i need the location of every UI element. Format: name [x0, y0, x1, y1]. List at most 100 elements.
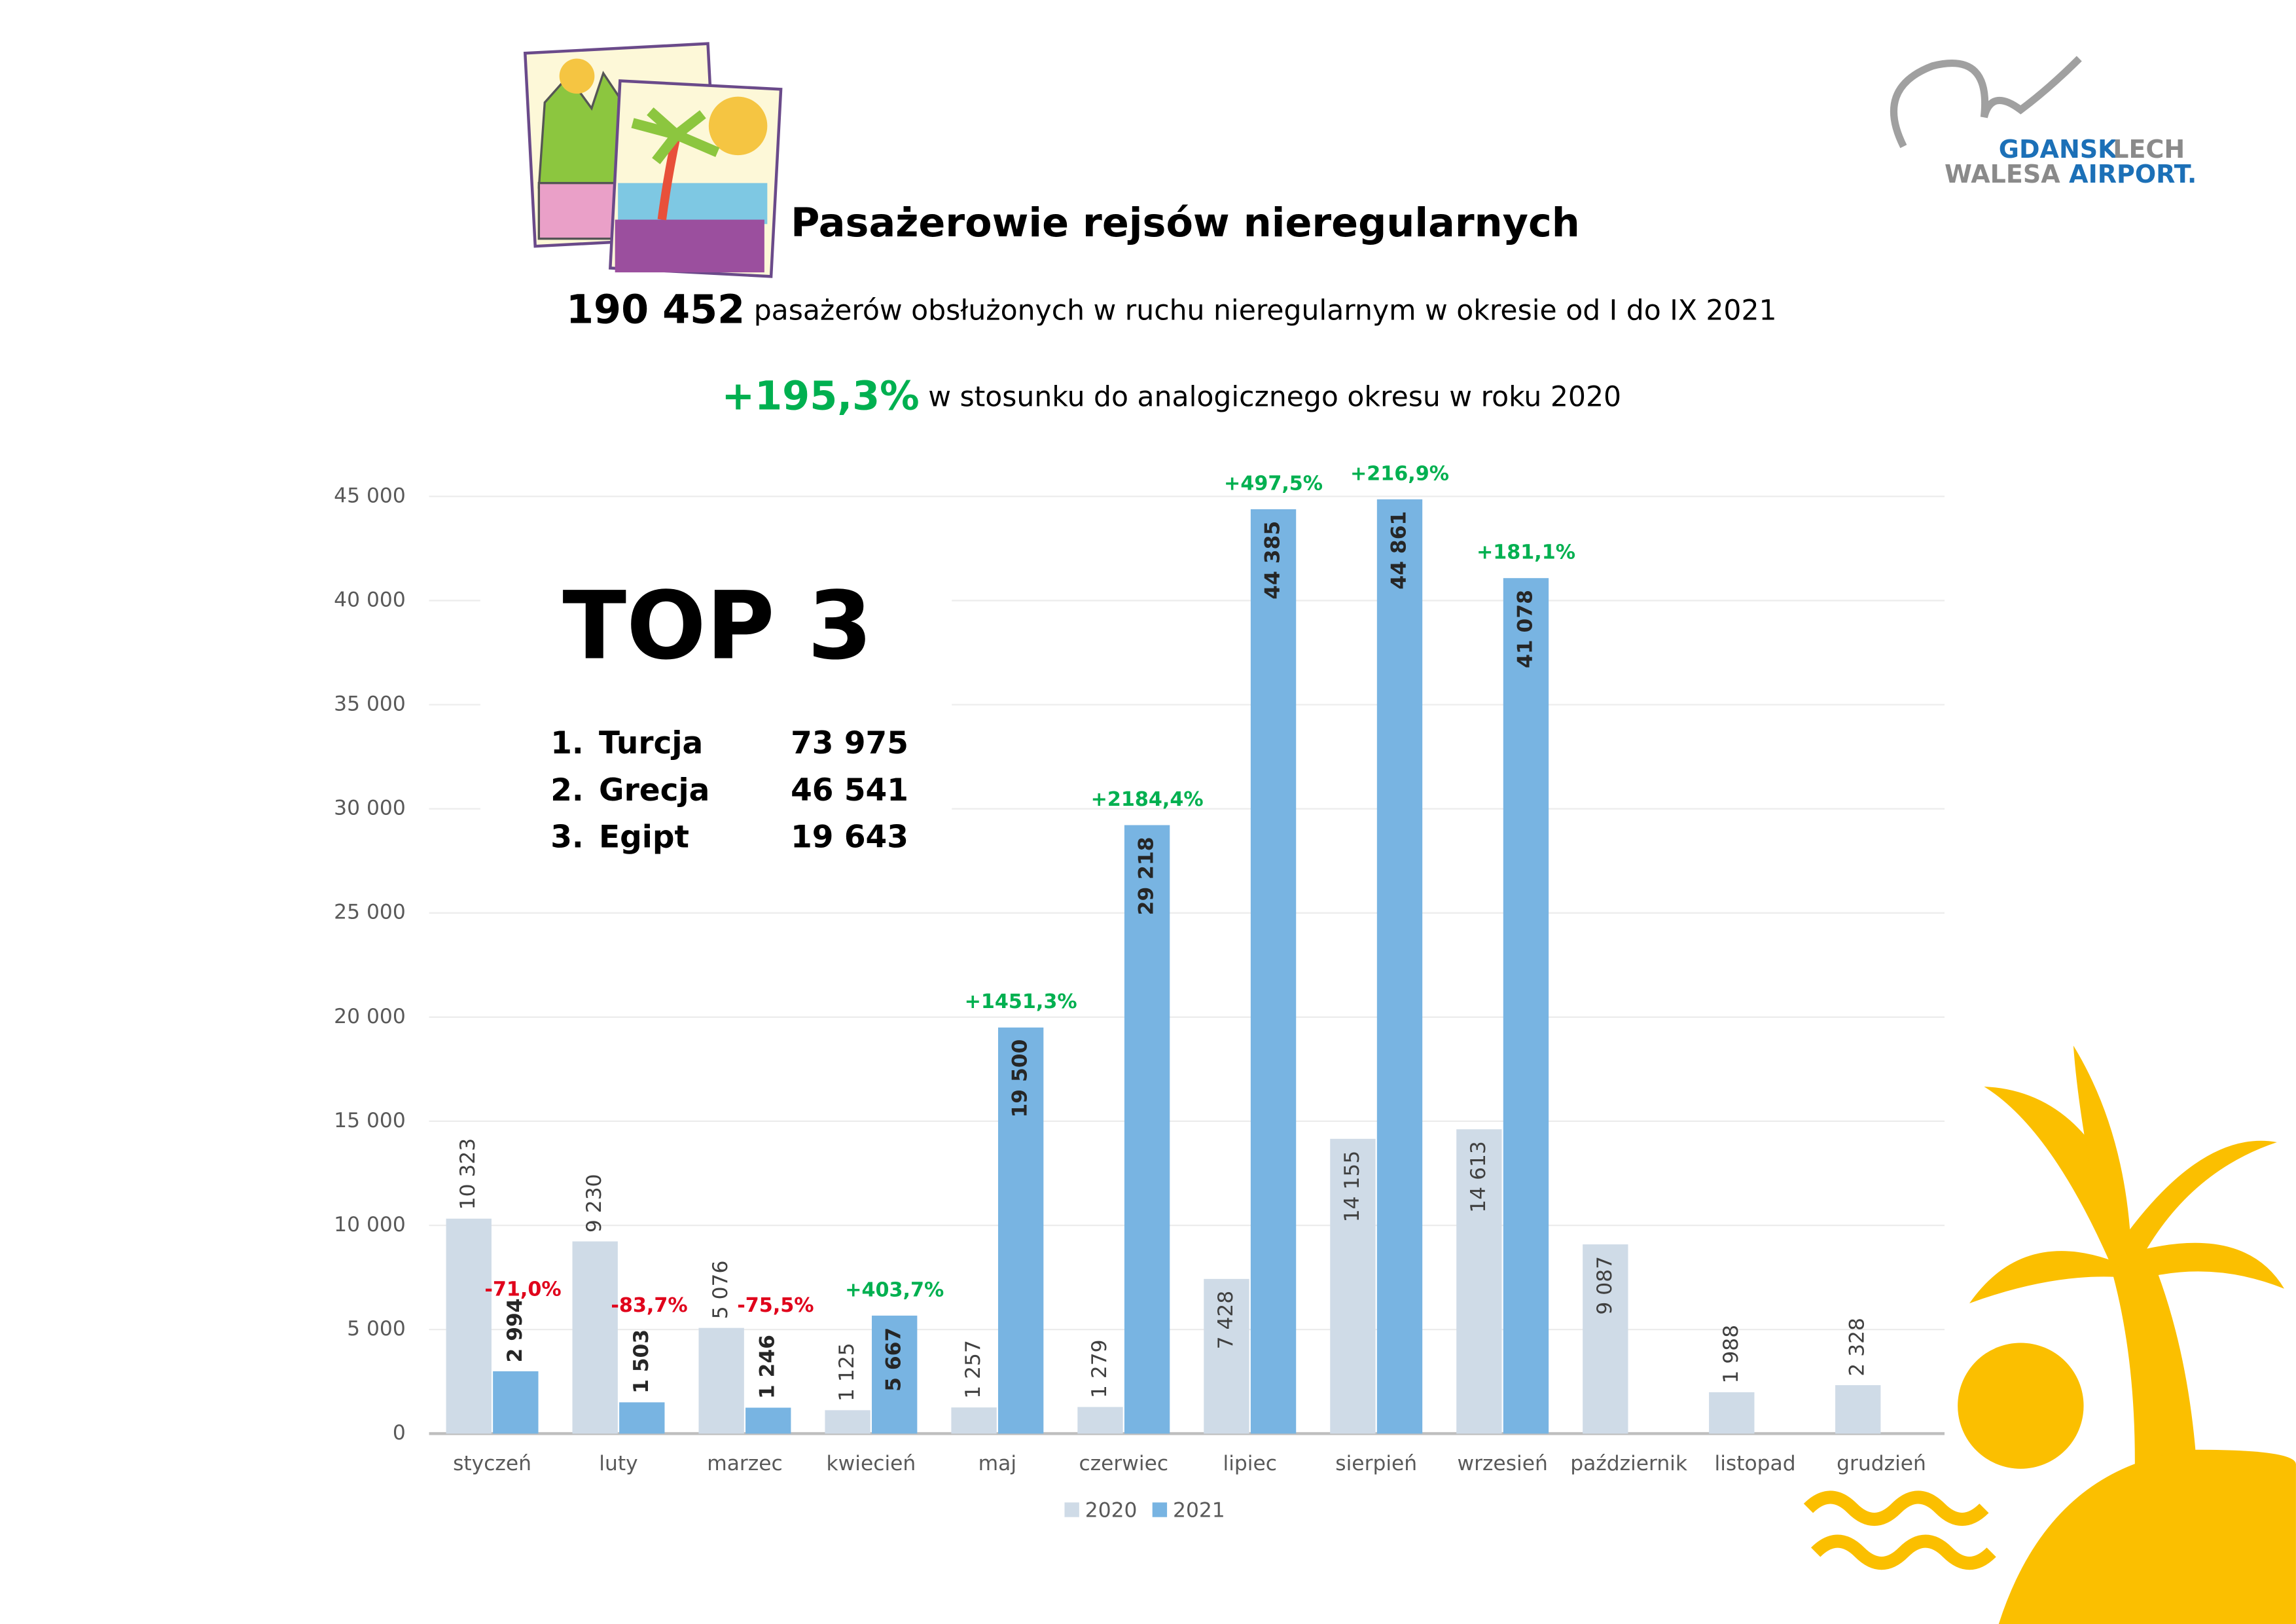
bar [872, 1315, 918, 1434]
value-label: 1 246 [756, 1335, 780, 1399]
value-label: 10 323 [456, 1138, 480, 1210]
x-tick-label: sierpień [1335, 1452, 1417, 1475]
x-tick-label: grudzień [1837, 1452, 1926, 1475]
bar [1124, 825, 1170, 1434]
subtitle: 190 452 pasażerów obsłużonych w ruchu ni… [566, 287, 1777, 333]
change-label: +497,5% [1224, 472, 1323, 495]
x-tick-label: maj [978, 1452, 1016, 1475]
total: 190 452 [566, 287, 745, 333]
rank: 2. [550, 772, 584, 808]
x-tick-label: czerwiec [1079, 1452, 1169, 1475]
value-label: 5 667 [882, 1327, 906, 1392]
bar [1835, 1385, 1881, 1434]
x-tick-label: luty [599, 1452, 637, 1475]
value-label: 1 503 [630, 1329, 653, 1394]
bar [572, 1241, 618, 1434]
value-label: 1 279 [1088, 1339, 1111, 1398]
y-tick-label: 15 000 [334, 1109, 406, 1132]
change: +195,3% [722, 373, 920, 419]
legend-label: 2020 [1085, 1499, 1138, 1523]
bar [1077, 1407, 1123, 1434]
country: Turcja [599, 725, 703, 761]
bar [1204, 1278, 1249, 1434]
marks: styczeń 10 323 2 994-71,0% luty 9 230 1 503 -8… [446, 462, 1926, 1523]
country: Egipt [599, 819, 689, 855]
value-label: 1 988 [1719, 1325, 1743, 1384]
country: Grecja [599, 772, 709, 808]
value-label: 9 230 [583, 1174, 606, 1233]
top3-title: TOP 3 [562, 571, 872, 681]
x-tick-label: kwiecień [827, 1452, 916, 1475]
country-value: 19 643 [791, 819, 908, 855]
change-label: +181,1% [1477, 541, 1575, 564]
bar [1709, 1392, 1755, 1434]
bar [493, 1371, 539, 1434]
change-text: w stosunku do analogicznego okresu w rok… [928, 381, 1621, 413]
legend-swatch [1064, 1502, 1079, 1517]
change-label: -71,0% [484, 1278, 561, 1301]
change-label: -83,7% [611, 1294, 687, 1317]
rank: 3. [550, 819, 584, 855]
value-label: 9 087 [1593, 1256, 1617, 1315]
grid: 0 5 000 10 000 15 000 20 000 25 000 30 000 35 0… [334, 484, 1945, 1445]
postcards-illustration [523, 42, 783, 278]
value-label: 2 328 [1846, 1318, 1869, 1377]
x-tick-label: lipiec [1223, 1452, 1277, 1475]
value-label: 19 500 [1009, 1039, 1032, 1118]
change-label: +216,9% [1350, 462, 1449, 485]
value-label: 44 385 [1261, 521, 1285, 600]
change-label: +2184,4% [1091, 788, 1204, 811]
x-tick-label: styczeń [453, 1452, 531, 1475]
x-tick-label: wrzesień [1458, 1452, 1548, 1475]
legend-label: 2021 [1173, 1499, 1225, 1523]
top3-box [480, 559, 952, 885]
y-tick-label: 5 000 [347, 1317, 406, 1341]
y-tick-label: 20 000 [334, 1005, 406, 1028]
y-tick-label: 0 [393, 1421, 406, 1445]
bar [446, 1218, 492, 1434]
x-tick-label: marzec [707, 1452, 782, 1475]
bar [619, 1402, 665, 1434]
logo-text: GDANSK [1999, 135, 2118, 164]
bar [997, 1027, 1044, 1434]
bar [698, 1327, 744, 1434]
logo-swoosh [1890, 56, 2082, 149]
value-label: 2 994 [503, 1298, 527, 1362]
total-text: pasażerów obsłużonych w ruchu nieregular… [754, 295, 1777, 327]
country-value: 46 541 [791, 772, 908, 808]
bar [1250, 509, 1297, 1434]
value-label: 29 218 [1135, 837, 1158, 915]
value-label: 14 155 [1340, 1151, 1364, 1223]
change-label: -75,5% [737, 1294, 814, 1317]
value-label: 1 257 [961, 1340, 985, 1399]
rank: 1. [550, 725, 584, 761]
y-tick-label: 35 000 [334, 693, 406, 716]
y-tick-label: 25 000 [334, 901, 406, 924]
logo-text: WALESA [1945, 160, 2060, 189]
logo-text: LECH [2113, 135, 2185, 164]
bar [1376, 499, 1423, 1434]
bar [1583, 1244, 1628, 1434]
logo-text: AIRPORT. [2069, 160, 2197, 189]
y-tick-label: 40 000 [334, 588, 406, 611]
top3-list: 1. Turcja 73 975 2. Grecja 46 541 3. Egipt 19 64… [550, 725, 908, 855]
country-value: 73 975 [791, 725, 908, 761]
legend-swatch [1152, 1502, 1168, 1517]
x-tick-label: listopad [1715, 1452, 1796, 1475]
value-label: 41 078 [1513, 590, 1537, 668]
value-label: 1 125 [835, 1343, 859, 1401]
bar [1456, 1129, 1502, 1434]
value-label: 14 613 [1467, 1141, 1490, 1213]
change-label: +403,7% [845, 1278, 944, 1301]
subtitle: +195,3% w stosunku do analogicznego okre… [722, 373, 1621, 419]
bar [951, 1407, 997, 1434]
bar [825, 1410, 870, 1434]
value-label: 5 076 [709, 1261, 732, 1320]
y-tick-label: 10 000 [334, 1213, 406, 1236]
bar [1503, 578, 1549, 1434]
value-label: 44 861 [1388, 511, 1411, 590]
x-tick-label: październik [1570, 1452, 1688, 1475]
value-label: 7 428 [1214, 1291, 1238, 1350]
chart-title: Pasażerowie rejsów nieregularnych [791, 200, 1580, 246]
